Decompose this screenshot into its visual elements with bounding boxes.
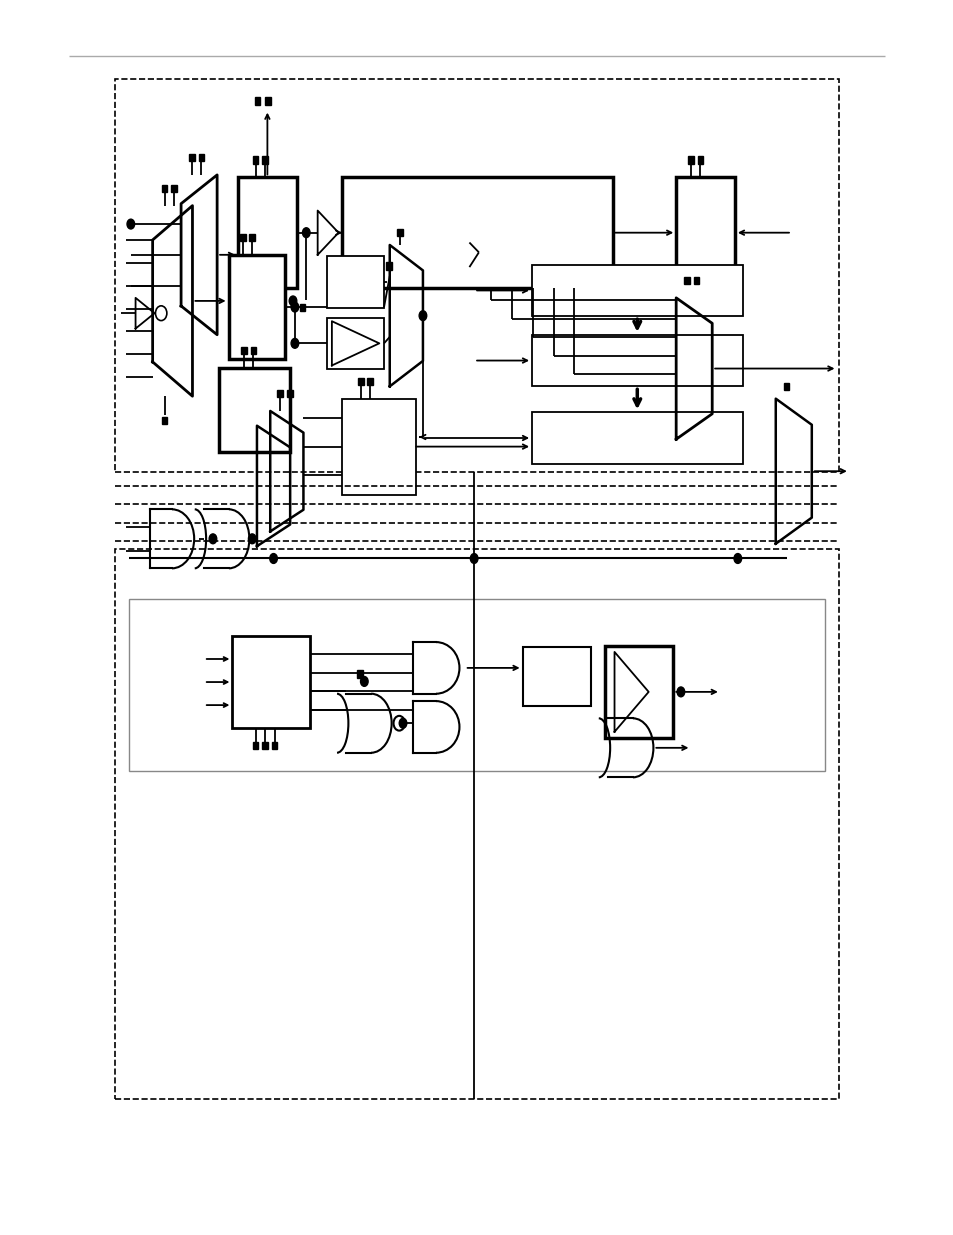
Bar (254, 98, 260, 105)
Circle shape (398, 719, 406, 729)
Bar (299, 304, 305, 311)
Bar (162, 185, 168, 193)
Bar (697, 157, 702, 164)
Bar (239, 233, 245, 241)
Bar (162, 417, 168, 425)
Bar (249, 233, 254, 241)
Bar (357, 378, 363, 385)
Bar (233, 636, 310, 729)
Circle shape (470, 553, 477, 563)
Bar (253, 157, 258, 164)
Bar (253, 742, 258, 750)
Bar (287, 390, 293, 398)
Bar (327, 256, 384, 308)
Bar (367, 378, 373, 385)
Bar (693, 277, 699, 284)
Bar (676, 178, 734, 288)
Circle shape (270, 553, 277, 563)
Circle shape (291, 303, 298, 312)
Bar (171, 185, 176, 193)
Bar (356, 671, 362, 678)
Circle shape (209, 534, 216, 543)
Circle shape (289, 296, 296, 306)
Bar (262, 742, 268, 750)
Bar (229, 254, 285, 359)
Bar (262, 157, 268, 164)
Bar (532, 264, 741, 316)
Bar (687, 157, 693, 164)
Bar (683, 277, 689, 284)
Bar (189, 154, 194, 162)
Bar (272, 742, 277, 750)
Bar (265, 98, 271, 105)
Circle shape (248, 534, 255, 543)
Bar (198, 154, 204, 162)
Bar (532, 412, 741, 464)
Bar (532, 335, 741, 387)
Bar (114, 548, 839, 1099)
Bar (396, 228, 402, 236)
Circle shape (733, 553, 740, 563)
Bar (114, 79, 839, 473)
Bar (342, 399, 416, 494)
Bar (129, 599, 824, 771)
Bar (277, 390, 283, 398)
Bar (522, 647, 590, 706)
Circle shape (360, 677, 368, 687)
Bar (327, 317, 384, 369)
Circle shape (302, 227, 310, 237)
Bar (219, 368, 290, 452)
Circle shape (418, 311, 426, 321)
Bar (241, 347, 247, 354)
Bar (386, 262, 392, 269)
Bar (604, 646, 673, 739)
Circle shape (127, 219, 134, 228)
Circle shape (291, 338, 298, 348)
Circle shape (677, 687, 684, 697)
Bar (237, 178, 296, 288)
Bar (783, 383, 788, 390)
Bar (251, 347, 256, 354)
Bar (342, 178, 612, 288)
